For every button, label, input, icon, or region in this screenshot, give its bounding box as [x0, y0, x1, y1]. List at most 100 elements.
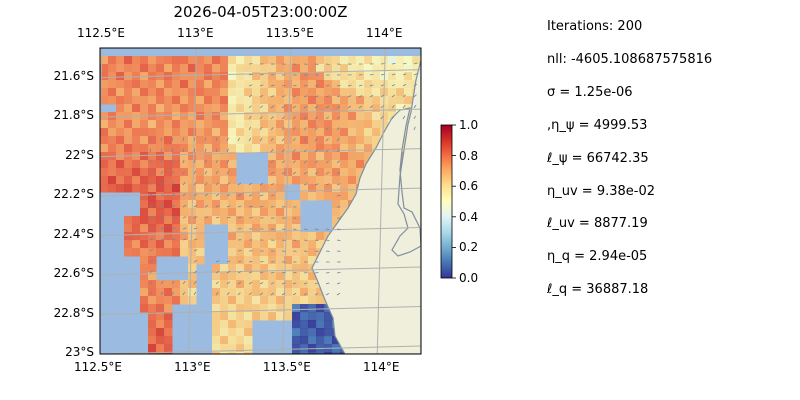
field-cell: [300, 64, 309, 73]
field-cell: [276, 312, 285, 321]
field-cell: [188, 288, 197, 297]
current-vector: [259, 194, 264, 197]
field-cell: [268, 304, 277, 313]
field-cell: [156, 184, 165, 193]
current-vector: [358, 84, 363, 87]
current-vector: [259, 116, 263, 120]
field-cell: [164, 176, 173, 185]
field-cell: [236, 72, 245, 81]
field-cell: [164, 160, 173, 169]
field-cell: [252, 224, 261, 233]
field-cell: [372, 80, 381, 89]
current-vector: [336, 171, 341, 175]
field-cell: [148, 264, 157, 273]
field-cell: [284, 208, 293, 217]
field-cell: [300, 312, 309, 321]
field-cell: [140, 56, 149, 65]
field-cell: [156, 304, 165, 313]
current-vector: [160, 170, 163, 175]
field-cell: [148, 96, 157, 105]
field-cell: [220, 56, 229, 65]
field-cell: [188, 296, 197, 305]
field-cell: [348, 184, 357, 193]
field-cell: [308, 144, 317, 153]
field-cell: [140, 160, 149, 169]
field-cell: [252, 288, 261, 297]
field-cell: [308, 88, 317, 97]
current-vector: [160, 204, 165, 208]
field-cell: [276, 80, 285, 89]
current-vector: [314, 105, 319, 109]
field-cell: [388, 72, 397, 81]
field-cell: [324, 160, 333, 169]
current-vector: [237, 281, 242, 285]
field-cell: [164, 192, 173, 201]
current-vector: [391, 105, 395, 109]
field-cell: [268, 96, 277, 105]
field-cell: [164, 224, 173, 233]
field-cell: [300, 304, 309, 313]
parallel-line: [100, 148, 421, 158]
field-cell: [300, 112, 309, 121]
field-cell: [236, 104, 245, 113]
field-cell: [180, 192, 189, 201]
field-cell: [276, 232, 285, 241]
field-cell: [372, 96, 381, 105]
field-cell: [228, 344, 237, 353]
field-cell: [260, 136, 269, 145]
field-cell: [300, 352, 309, 354]
field-cell: [268, 232, 277, 241]
current-vector: [336, 84, 341, 87]
field-cell: [308, 336, 317, 345]
current-vector: [204, 205, 209, 208]
field-cell: [332, 144, 341, 153]
field-cell: [132, 144, 141, 153]
field-cell: [244, 144, 253, 153]
field-cell: [268, 280, 277, 289]
field-cell: [356, 152, 365, 161]
field-cell: [300, 120, 309, 129]
field-cell: [212, 352, 221, 354]
current-vector: [391, 84, 396, 87]
field-cell: [308, 120, 317, 129]
field-cell: [164, 152, 173, 161]
field-cell: [356, 72, 365, 81]
top-lon-label: 113°E: [177, 26, 214, 40]
field-cell: [132, 216, 141, 225]
field-cell: [340, 200, 349, 209]
field-cell: [292, 128, 301, 137]
current-vector: [248, 194, 253, 197]
field-cell: [308, 296, 317, 305]
current-vector: [413, 62, 418, 65]
field-cell: [316, 312, 325, 321]
field-cell: [172, 184, 181, 193]
field-cell: [388, 64, 397, 73]
field-cell: [124, 88, 133, 97]
field-cell: [396, 80, 405, 89]
current-vector: [171, 193, 175, 197]
current-vector: [281, 171, 286, 175]
field-cell: [236, 184, 245, 193]
field-cell: [284, 80, 293, 89]
field-cell: [332, 112, 341, 121]
field-cell: [276, 256, 285, 265]
current-vector: [204, 182, 208, 186]
field-cell: [188, 176, 197, 185]
field-cell: [316, 160, 325, 169]
field-cell: [332, 88, 341, 97]
field-cell: [164, 120, 173, 129]
field-cell: [260, 88, 269, 97]
current-vector: [413, 83, 418, 87]
field-cell: [148, 144, 157, 153]
field-cell: [348, 176, 357, 185]
field-cell: [236, 216, 245, 225]
field-cell: [108, 120, 117, 129]
current-vector: [149, 216, 154, 219]
field-cell: [236, 256, 245, 265]
field-cell: [300, 288, 309, 297]
current-vector: [237, 260, 242, 263]
field-cell: [260, 232, 269, 241]
current-vector: [204, 193, 209, 197]
field-cell: [156, 344, 165, 353]
field-cell: [268, 144, 277, 153]
